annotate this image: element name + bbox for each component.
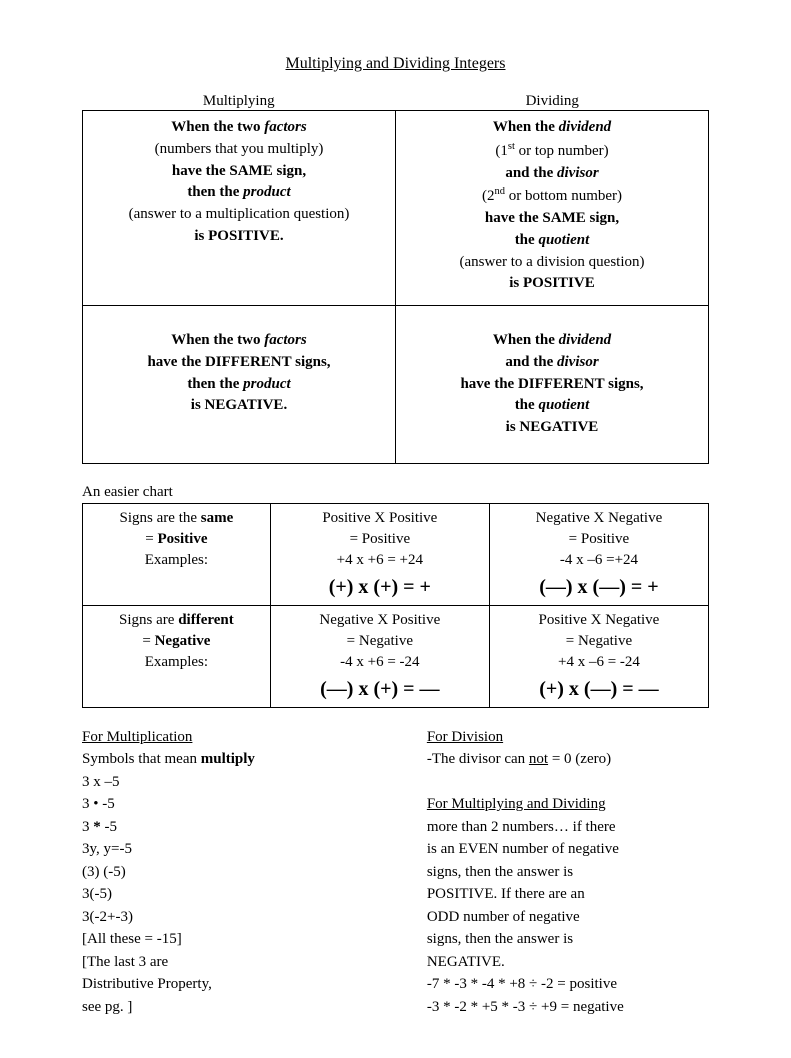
neg-times-neg: Negative X Negative = Positive -4 x –6 =… bbox=[489, 503, 708, 605]
dividing-header: Dividing bbox=[396, 93, 710, 110]
column-headers: Multiplying Dividing bbox=[82, 93, 709, 110]
for-mult-div-heading: For Multiplying and Dividing bbox=[427, 793, 709, 816]
for-multiplication: For Multiplication Symbols that mean mul… bbox=[82, 726, 427, 1019]
easier-chart-label: An easier chart bbox=[82, 484, 709, 501]
for-div-heading: For Division bbox=[427, 726, 709, 749]
multiplying-header: Multiplying bbox=[82, 93, 396, 110]
pos-times-pos: Positive X Positive = Positive +4 x +6 =… bbox=[270, 503, 489, 605]
rules-table: When the two factors (numbers that you m… bbox=[82, 110, 709, 464]
pos-times-neg: Positive X Negative = Negative +4 x –6 =… bbox=[489, 605, 708, 707]
easier-chart: Signs are the same = Positive Examples: … bbox=[82, 503, 709, 708]
for-mult-heading: For Multiplication bbox=[82, 726, 427, 749]
rule-same-sign-multiply: When the two factors (numbers that you m… bbox=[83, 111, 396, 306]
bottom-notes: For Multiplication Symbols that mean mul… bbox=[82, 726, 709, 1019]
rule-diff-sign-divide: When the dividend and the divisor have t… bbox=[396, 306, 709, 464]
page-title: Multiplying and Dividing Integers bbox=[82, 55, 709, 73]
rule-diff-sign-multiply: When the two factors have the DIFFERENT … bbox=[83, 306, 396, 464]
diff-sign-label: Signs are different = Negative Examples: bbox=[83, 605, 271, 707]
rule-same-sign-divide: When the dividend (1st or top number) an… bbox=[396, 111, 709, 306]
for-division: For Division -The divisor can not = 0 (z… bbox=[427, 726, 709, 1019]
neg-times-pos: Negative X Positive = Negative -4 x +6 =… bbox=[270, 605, 489, 707]
same-sign-label: Signs are the same = Positive Examples: bbox=[83, 503, 271, 605]
